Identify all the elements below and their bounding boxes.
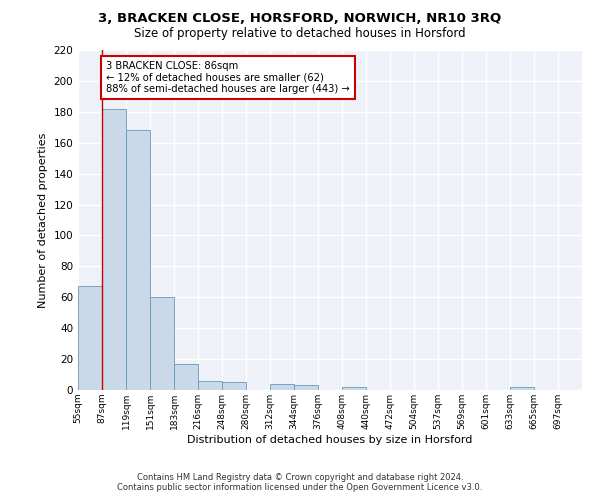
Bar — [510, 387, 534, 390]
Bar — [294, 386, 318, 390]
Text: Size of property relative to detached houses in Horsford: Size of property relative to detached ho… — [134, 28, 466, 40]
Bar — [126, 130, 150, 390]
Bar — [78, 286, 102, 390]
Bar — [198, 380, 222, 390]
Bar — [174, 364, 198, 390]
Text: 3 BRACKEN CLOSE: 86sqm
← 12% of detached houses are smaller (62)
88% of semi-det: 3 BRACKEN CLOSE: 86sqm ← 12% of detached… — [106, 61, 349, 94]
Bar — [222, 382, 246, 390]
Bar — [150, 298, 174, 390]
X-axis label: Distribution of detached houses by size in Horsford: Distribution of detached houses by size … — [187, 434, 473, 444]
Y-axis label: Number of detached properties: Number of detached properties — [38, 132, 48, 308]
Bar — [270, 384, 294, 390]
Text: 3, BRACKEN CLOSE, HORSFORD, NORWICH, NR10 3RQ: 3, BRACKEN CLOSE, HORSFORD, NORWICH, NR1… — [98, 12, 502, 26]
Text: Contains HM Land Registry data © Crown copyright and database right 2024.
Contai: Contains HM Land Registry data © Crown c… — [118, 473, 482, 492]
Bar — [342, 387, 366, 390]
Bar — [102, 108, 126, 390]
